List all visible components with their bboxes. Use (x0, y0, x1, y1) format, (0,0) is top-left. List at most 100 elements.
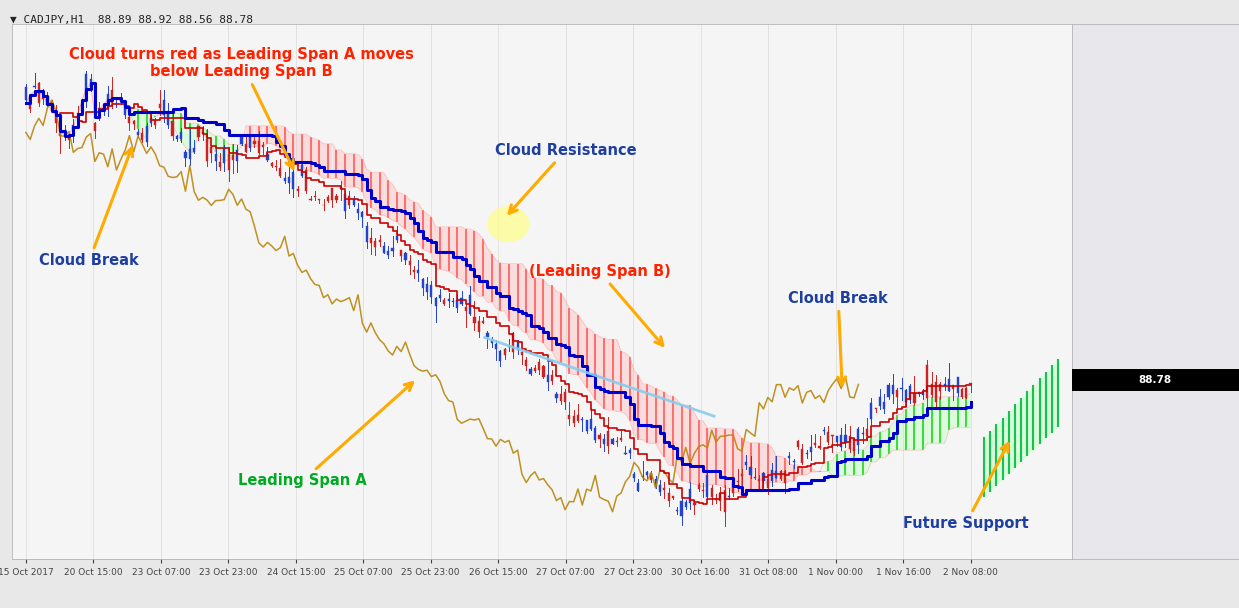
Bar (901, 388, 902, 389)
Bar (55, 111, 57, 123)
Bar (107, 94, 109, 108)
Bar (159, 104, 161, 108)
Bar (779, 471, 782, 479)
Bar (529, 370, 532, 373)
Text: Cloud Break: Cloud Break (788, 291, 888, 385)
Bar (473, 317, 476, 323)
Bar (857, 429, 860, 446)
Bar (98, 108, 100, 109)
Bar (478, 321, 479, 332)
Bar (753, 477, 756, 478)
Bar (711, 488, 712, 497)
Bar (503, 349, 506, 355)
Bar (624, 453, 627, 454)
Bar (564, 392, 566, 402)
Bar (741, 474, 743, 476)
Bar (512, 333, 514, 351)
Bar (145, 126, 147, 142)
Bar (292, 171, 295, 189)
Bar (185, 153, 187, 158)
Bar (305, 170, 307, 192)
Bar (840, 435, 843, 447)
Bar (525, 360, 528, 366)
Bar (668, 494, 669, 500)
Bar (81, 105, 83, 111)
Bar (301, 165, 304, 176)
Bar (461, 298, 462, 304)
Bar (482, 321, 484, 323)
Bar (383, 246, 385, 253)
Bar (261, 145, 264, 147)
Bar (870, 402, 872, 419)
Bar (59, 133, 62, 136)
Bar (654, 478, 657, 487)
Bar (452, 301, 453, 302)
Bar (254, 141, 255, 145)
Bar (426, 285, 429, 292)
Bar (258, 141, 260, 153)
Bar (129, 117, 130, 123)
Bar (378, 240, 380, 243)
Bar (831, 435, 834, 437)
Bar (577, 415, 579, 421)
Bar (953, 385, 954, 389)
Bar (736, 480, 738, 482)
Bar (771, 470, 773, 481)
Text: Cloud Resistance: Cloud Resistance (494, 143, 637, 213)
Bar (494, 344, 497, 348)
Bar (370, 238, 372, 243)
Bar (637, 483, 639, 491)
Bar (409, 261, 411, 265)
Bar (206, 139, 208, 162)
Bar (322, 204, 325, 206)
Bar (68, 137, 71, 140)
Bar (935, 382, 937, 402)
Bar (470, 295, 471, 314)
Bar (188, 148, 191, 159)
Bar (904, 390, 907, 402)
Bar (620, 438, 622, 440)
Bar (927, 365, 928, 398)
Bar (487, 333, 488, 337)
Bar (421, 278, 424, 288)
Bar (595, 428, 596, 440)
Bar (508, 345, 510, 347)
Bar (543, 367, 545, 376)
Bar (793, 461, 794, 462)
Bar (836, 436, 838, 441)
Bar (336, 196, 337, 199)
Bar (776, 471, 778, 478)
Bar (46, 96, 48, 105)
Bar (214, 154, 217, 161)
Bar (103, 108, 104, 109)
Bar (418, 270, 420, 272)
Bar (162, 100, 165, 115)
Bar (663, 488, 665, 490)
Text: (Leading Span B): (Leading Span B) (529, 264, 670, 345)
Bar (51, 102, 53, 111)
Bar (611, 440, 613, 443)
Bar (279, 168, 281, 176)
Bar (266, 154, 269, 160)
Text: ▼ CADJPY,H1  88.89 88.92 88.56 88.78: ▼ CADJPY,H1 88.89 88.92 88.56 88.78 (10, 15, 253, 25)
Bar (689, 489, 691, 503)
Bar (310, 199, 312, 200)
Bar (228, 154, 229, 170)
Bar (124, 101, 126, 115)
Bar (551, 375, 553, 381)
Bar (861, 433, 864, 434)
Bar (517, 342, 519, 350)
Bar (63, 132, 66, 134)
Bar (439, 295, 441, 298)
Bar (538, 362, 540, 370)
Bar (598, 435, 601, 438)
Bar (232, 154, 234, 159)
Bar (344, 195, 346, 212)
Bar (491, 340, 493, 343)
Bar (270, 163, 273, 166)
Bar (331, 188, 333, 201)
Bar (141, 133, 144, 139)
Bar (603, 439, 605, 444)
Bar (37, 83, 40, 103)
Bar (887, 385, 890, 397)
